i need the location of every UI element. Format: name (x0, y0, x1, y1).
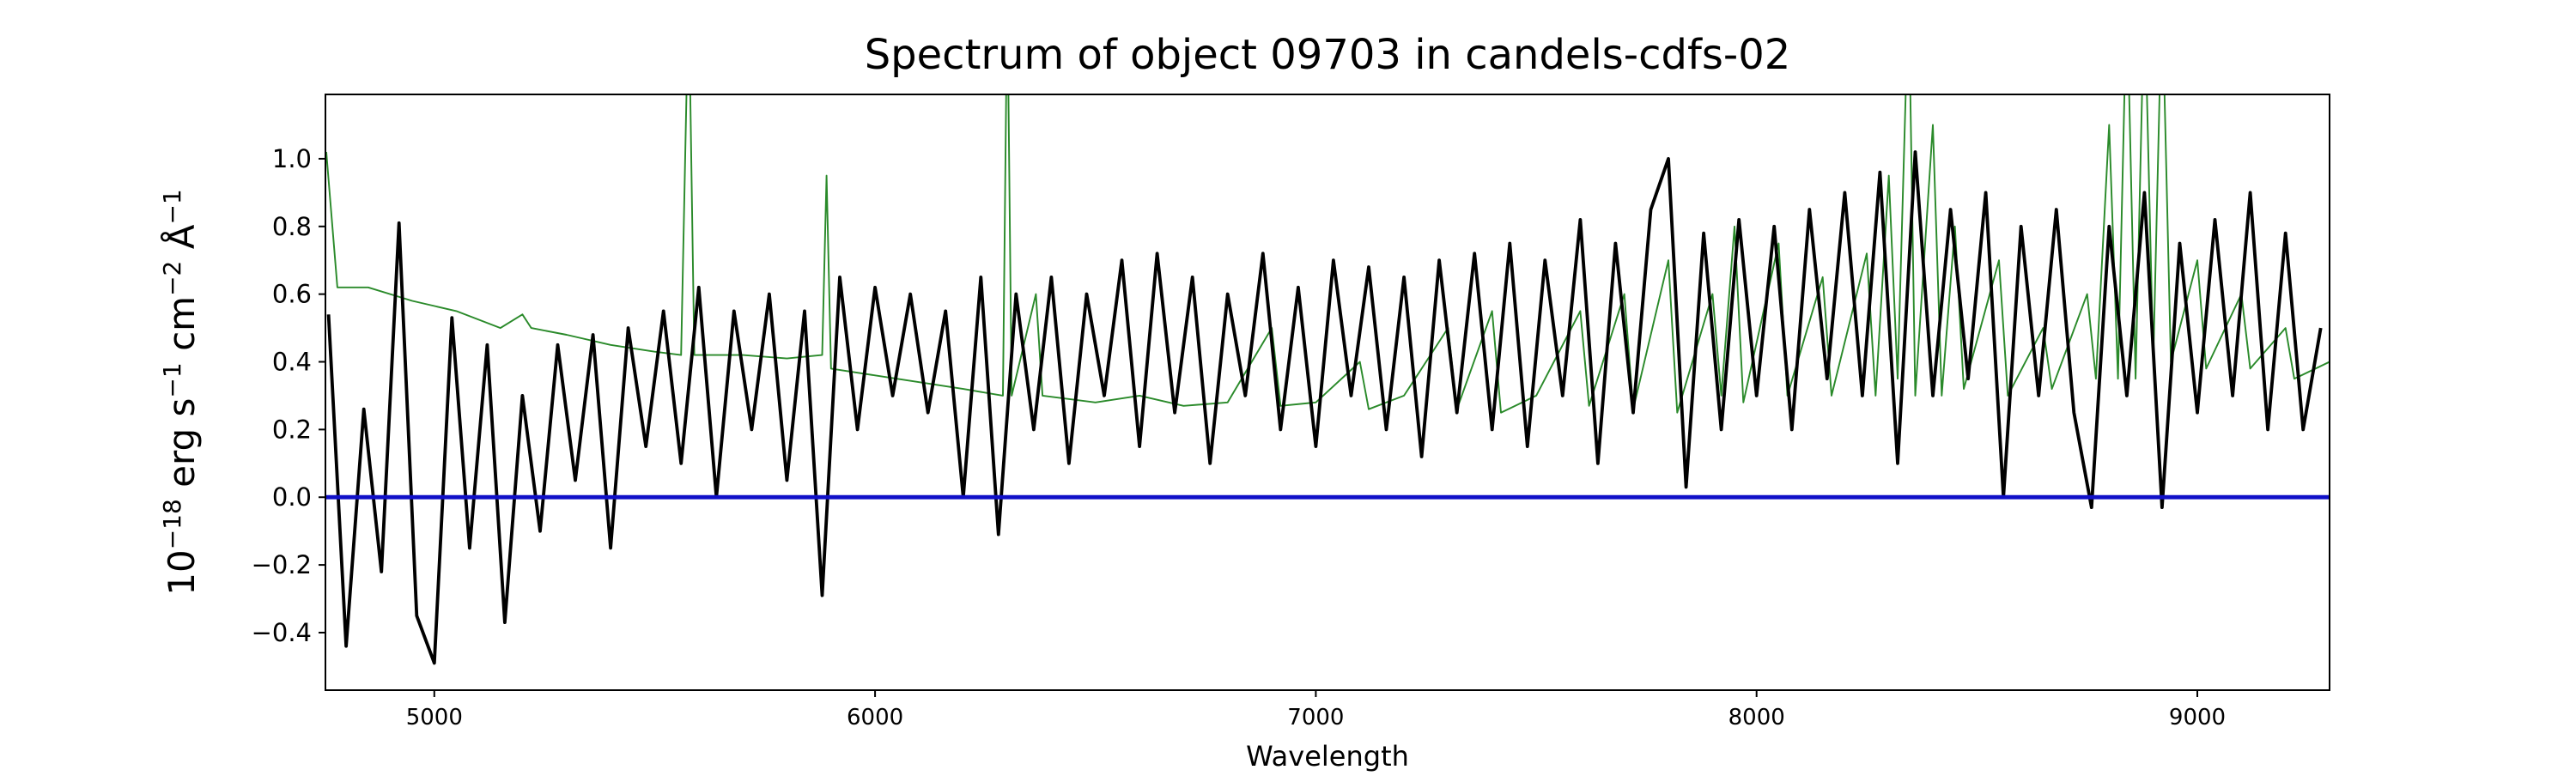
y-axis-label-part: cm (161, 296, 203, 362)
y-axis-label-part: 10 (161, 549, 203, 595)
y-tick-label: −0.4 (252, 618, 312, 647)
x-tick-label: 8000 (1728, 705, 1785, 731)
plot-area (325, 94, 2330, 665)
y-axis-label-exponent: −1 (158, 189, 186, 224)
x-tick-label: 6000 (847, 705, 903, 731)
y-tick-label: 0.2 (272, 415, 312, 444)
y-axis-label-part: Å (160, 224, 203, 260)
y-tick-label: 0.4 (272, 348, 312, 377)
y-axis-label-exponent: −18 (158, 499, 186, 549)
y-tick-label: 1.0 (272, 144, 312, 173)
x-tick-label: 7000 (1287, 705, 1344, 731)
y-tick-label: 0.6 (272, 280, 312, 309)
y-axis-label-exponent: −1 (158, 362, 186, 397)
y-tick-label: 0.0 (272, 482, 312, 512)
chart-title: Spectrum of object 09703 in candels-cdfs… (865, 31, 1791, 79)
x-tick-label: 5000 (406, 705, 463, 731)
spectrum-line (326, 150, 2323, 665)
y-axis-label: 10−18 erg s−1 cm−2 Å−1 (158, 189, 203, 595)
y-axis-label-exponent: −2 (158, 261, 186, 296)
x-axis-label: Wavelength (1246, 740, 1409, 773)
spectrum-line (325, 94, 2330, 414)
y-tick-label: 0.8 (272, 212, 312, 241)
x-tick-label: 9000 (2169, 705, 2226, 731)
axes-frame (325, 94, 2330, 691)
y-tick-label: −0.2 (252, 550, 312, 579)
y-axis-label-part: erg s (161, 398, 203, 500)
